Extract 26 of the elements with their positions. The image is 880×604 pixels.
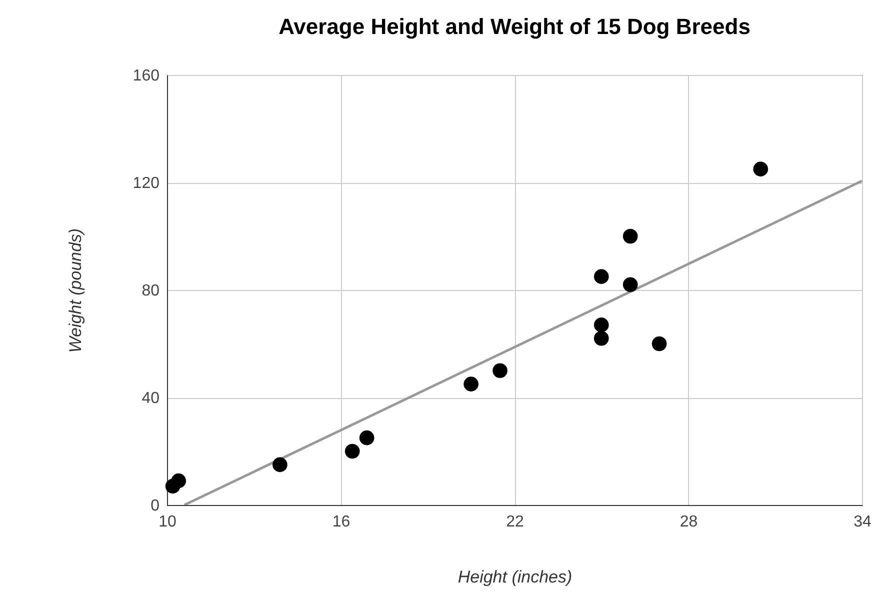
x-tick-label: 10	[158, 514, 176, 530]
chart-title: Average Height and Weight of 15 Dog Breeds	[278, 14, 750, 39]
point	[622, 228, 638, 244]
y-tick-label: 160	[132, 68, 160, 84]
x-tick-label: 22	[506, 514, 524, 530]
point	[594, 330, 609, 346]
point	[359, 430, 374, 446]
point	[272, 457, 288, 472]
x-tick-label: 28	[680, 514, 698, 530]
point	[344, 444, 360, 459]
y-tick-label: 80	[142, 282, 160, 300]
y-tick-label: 120	[132, 175, 160, 192]
x-tick-label: 16	[332, 514, 350, 530]
point	[594, 269, 609, 284]
x-tick-label: 34	[854, 514, 872, 530]
y-tick-label: 0	[150, 498, 160, 514]
point	[171, 473, 186, 488]
y-tick-label: 40	[142, 390, 160, 407]
point	[652, 336, 667, 352]
point	[622, 277, 638, 292]
point	[492, 363, 508, 378]
point	[594, 318, 609, 332]
y-axis-title: Weight (pounds)	[66, 228, 85, 353]
x-axis-title: Height (inches)	[458, 568, 572, 586]
point	[464, 376, 478, 392]
point	[753, 162, 768, 176]
